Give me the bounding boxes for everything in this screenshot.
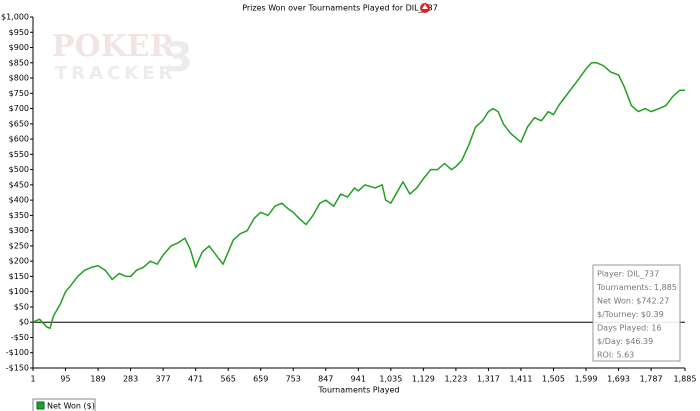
x-tick-label: 1,787 bbox=[640, 375, 663, 384]
y-tick-label: $850 bbox=[9, 58, 29, 67]
legend-label: Net Won ($) bbox=[47, 402, 95, 411]
x-tick-label: 565 bbox=[221, 375, 236, 384]
y-tick-label: $500 bbox=[9, 165, 29, 174]
y-tick-label: -$150 bbox=[6, 364, 29, 373]
y-tick-label: $700 bbox=[9, 104, 29, 113]
x-tick-label: 753 bbox=[286, 375, 301, 384]
x-tick-label: 1,505 bbox=[542, 375, 565, 384]
x-tick-label: 1 bbox=[30, 375, 35, 384]
x-tick-label: 1,129 bbox=[412, 375, 435, 384]
watermark: TRACKER bbox=[55, 63, 176, 84]
y-tick-label: -$50 bbox=[11, 333, 29, 342]
info-text: ROI: 5.63 bbox=[597, 351, 634, 360]
y-tick-label: $600 bbox=[9, 135, 29, 144]
x-tick-label: 1,885 bbox=[674, 375, 697, 384]
info-text: Tournaments: 1,885 bbox=[596, 283, 677, 292]
y-tick-label: $200 bbox=[9, 257, 29, 266]
y-tick-label: $150 bbox=[9, 272, 29, 281]
x-tick-label: 189 bbox=[90, 375, 105, 384]
x-tick-label: 1,693 bbox=[607, 375, 630, 384]
x-tick-label: 95 bbox=[60, 375, 70, 384]
x-tick-label: 283 bbox=[123, 375, 138, 384]
watermark: 3 bbox=[165, 35, 193, 81]
y-tick-label: $50 bbox=[14, 302, 29, 311]
x-tick-label: 1,317 bbox=[477, 375, 500, 384]
series-line bbox=[32, 62, 685, 330]
y-tick-label: $800 bbox=[9, 74, 29, 83]
y-tick-label: $400 bbox=[9, 196, 29, 205]
x-axis-title: Tournaments Played bbox=[318, 386, 400, 395]
info-text: Net Won: $742.27 bbox=[597, 297, 669, 306]
info-text: $/Tourney: $0.39 bbox=[597, 310, 664, 319]
y-tick-label: $350 bbox=[9, 211, 29, 220]
chart-title: Prizes Won over Tournaments Played for D… bbox=[242, 4, 438, 13]
watermark: POKER bbox=[52, 29, 176, 64]
title-icon bbox=[420, 3, 430, 13]
info-text: $/Day: $46.39 bbox=[597, 337, 653, 346]
info-text: Days Played: 16 bbox=[597, 324, 662, 333]
x-tick-label: 1,035 bbox=[379, 375, 402, 384]
y-tick-label: $250 bbox=[9, 241, 29, 250]
y-tick-label: $650 bbox=[9, 119, 29, 128]
y-tick-label: $950 bbox=[9, 28, 29, 37]
y-tick-label: $0 bbox=[19, 318, 29, 327]
y-tick-label: $450 bbox=[9, 180, 29, 189]
y-tick-label: -$100 bbox=[6, 348, 29, 357]
legend bbox=[32, 398, 96, 411]
x-tick-label: 471 bbox=[188, 375, 203, 384]
y-tick-label: $900 bbox=[9, 43, 29, 52]
x-tick-label: 847 bbox=[318, 375, 333, 384]
y-tick-label: $300 bbox=[9, 226, 29, 235]
x-tick-label: 941 bbox=[351, 375, 366, 384]
info-text: Player: DIL_737 bbox=[597, 270, 659, 279]
info-box bbox=[592, 264, 681, 362]
x-tick-label: 1,223 bbox=[444, 375, 467, 384]
y-tick-label: $1,000 bbox=[1, 13, 29, 22]
legend-swatch bbox=[36, 401, 45, 410]
y-tick-label: $100 bbox=[9, 287, 29, 296]
y-tick-label: $750 bbox=[9, 89, 29, 98]
y-tick-label: $550 bbox=[9, 150, 29, 159]
x-tick-label: 1,411 bbox=[510, 375, 533, 384]
x-tick-label: 1,599 bbox=[575, 375, 598, 384]
x-tick-label: 377 bbox=[155, 375, 170, 384]
x-tick-label: 659 bbox=[253, 375, 268, 384]
